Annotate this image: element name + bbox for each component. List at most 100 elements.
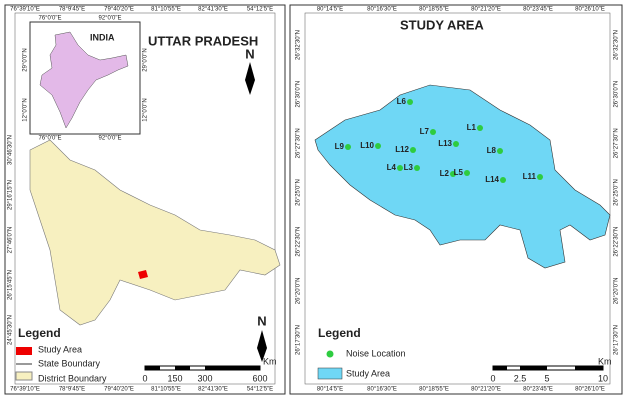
north-arrow bbox=[257, 330, 267, 362]
coord-label: 26°20'0"N bbox=[614, 277, 620, 304]
coord-label: 76°0'0"E bbox=[38, 136, 61, 142]
scale-label: 300 bbox=[197, 373, 212, 383]
noise-location bbox=[397, 165, 403, 171]
coord-label: 80°14'5"E bbox=[317, 7, 343, 13]
noise-location bbox=[407, 99, 413, 105]
coord-label: 80°18'55"E bbox=[419, 7, 449, 13]
coord-label: 29°0'0"N bbox=[23, 48, 29, 71]
right-title: STUDY AREA bbox=[400, 17, 484, 32]
coord-label: 78°9'45"E bbox=[59, 387, 85, 393]
scale-bar bbox=[175, 366, 190, 370]
north-label: N bbox=[257, 313, 266, 328]
location-label: L11 bbox=[523, 172, 537, 181]
coord-label: 80°23'45"E bbox=[523, 7, 553, 13]
coord-label: 26°17'30"N bbox=[614, 325, 620, 355]
coord-label: 26°22'30"N bbox=[614, 227, 620, 257]
coord-label: 76°0'0"E bbox=[38, 16, 61, 22]
legend-item: Study Area bbox=[38, 344, 82, 354]
coord-label: 26°30'0"N bbox=[614, 81, 620, 108]
legend-title: Legend bbox=[18, 326, 61, 340]
noise-location bbox=[500, 177, 506, 183]
scale-label: 10 bbox=[598, 373, 608, 383]
legend-item: Noise Location bbox=[346, 348, 406, 358]
legend-title: Legend bbox=[318, 326, 361, 340]
coord-label: 26°15'45"N bbox=[8, 270, 14, 300]
location-label: L2 bbox=[440, 169, 450, 178]
coord-label: 80°21'20"E bbox=[471, 387, 501, 393]
inset-title: INDIA bbox=[90, 32, 115, 42]
coord-label: 80°23'45"E bbox=[523, 387, 553, 393]
legend-swatch bbox=[326, 350, 334, 358]
coord-label: 12°0'0"N bbox=[143, 98, 149, 121]
coord-label: 81°10'55"E bbox=[151, 7, 181, 13]
noise-location bbox=[414, 165, 420, 171]
coord-label: 26°20'0"N bbox=[296, 277, 302, 304]
coord-label: 27°46'0"N bbox=[8, 227, 14, 254]
coord-label: 80°14'5"E bbox=[317, 387, 343, 393]
location-label: L6 bbox=[397, 97, 407, 106]
noise-location bbox=[464, 170, 470, 176]
scale-bar bbox=[493, 366, 507, 370]
location-label: L7 bbox=[420, 127, 430, 136]
coord-label: 80°16'30"E bbox=[367, 387, 397, 393]
coord-label: 80°21'20"E bbox=[471, 7, 501, 13]
coord-label: 80°18'55"E bbox=[419, 387, 449, 393]
coord-label: 54°12'5"E bbox=[247, 7, 273, 13]
coord-label: 26°22'30"N bbox=[296, 227, 302, 257]
location-label: L9 bbox=[335, 142, 345, 151]
scale-label: 5 bbox=[544, 373, 549, 383]
coord-label: 26°30'0"N bbox=[296, 81, 302, 108]
coord-label: 79°40'20"E bbox=[104, 387, 134, 393]
coord-label: 81°10'55"E bbox=[151, 387, 181, 393]
coord-label: 80°16'30"E bbox=[367, 7, 397, 13]
noise-location bbox=[477, 125, 483, 131]
location-label: L10 bbox=[360, 141, 374, 150]
coord-label: 26°17'30"N bbox=[296, 325, 302, 355]
noise-location bbox=[410, 147, 416, 153]
location-label: L14 bbox=[485, 175, 499, 184]
coord-label: 12°0'0"N bbox=[23, 98, 29, 121]
noise-location bbox=[497, 148, 503, 154]
coord-label: 54°12'5"E bbox=[247, 387, 273, 393]
left-inner-frame bbox=[14, 12, 276, 385]
study-area-marker bbox=[138, 270, 148, 279]
noise-location bbox=[375, 143, 381, 149]
legend-swatch bbox=[15, 371, 33, 381]
location-label: L12 bbox=[395, 145, 409, 154]
scale-label: 0 bbox=[142, 373, 147, 383]
scale-unit: Km bbox=[598, 356, 612, 366]
legend-item: Study Area bbox=[346, 368, 390, 378]
location-label: L8 bbox=[487, 146, 497, 155]
coord-label: 26°25'0"N bbox=[614, 179, 620, 206]
coord-label: 26°32'30"N bbox=[296, 30, 302, 60]
coord-label: 92°0'0"E bbox=[98, 136, 121, 142]
scale-bar bbox=[145, 366, 160, 370]
legend-swatch bbox=[317, 367, 343, 380]
scale-unit: Km bbox=[263, 356, 277, 366]
up-shape bbox=[29, 139, 281, 326]
left-title: UTTAR PRADESH bbox=[148, 33, 258, 48]
coord-label: 79°40'20"E bbox=[104, 7, 134, 13]
noise-location bbox=[453, 141, 459, 147]
coord-label: 92°0'0"E bbox=[98, 16, 121, 22]
scale-label: 150 bbox=[167, 373, 182, 383]
coord-label: 82°41'30"E bbox=[198, 387, 228, 393]
scale-bar bbox=[520, 366, 547, 370]
legend-swatch bbox=[16, 347, 32, 355]
study-area-shape bbox=[314, 84, 611, 269]
coord-label: 82°41'30"E bbox=[198, 7, 228, 13]
location-label: L4 bbox=[387, 163, 397, 172]
coord-label: 24°45'30"N bbox=[8, 315, 14, 345]
scale-label: 600 bbox=[252, 373, 267, 383]
coord-label: 80°26'10"E bbox=[575, 7, 605, 13]
legend-item: State Boundary bbox=[38, 358, 101, 368]
coord-label: 26°32'30"N bbox=[614, 30, 620, 60]
scale-label: 2.5 bbox=[514, 373, 527, 383]
noise-location bbox=[430, 129, 436, 135]
legend-item: District Boundary bbox=[38, 373, 107, 383]
noise-location bbox=[537, 174, 543, 180]
coord-label: 30°46'30"N bbox=[8, 135, 14, 165]
coord-label: 26°27'30"N bbox=[296, 128, 302, 158]
location-label: L1 bbox=[467, 123, 477, 132]
